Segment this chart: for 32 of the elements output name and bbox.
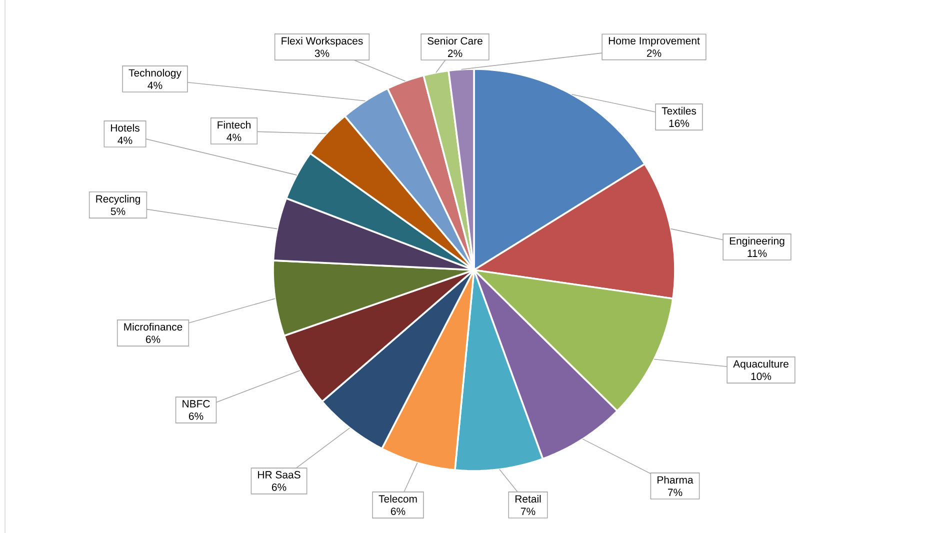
data-label: 3% [314,50,330,58]
data-label: 4% [226,134,242,142]
slice-label: Senior Care [428,36,482,45]
data-label: 7% [520,508,536,516]
data-label: 2% [646,49,662,57]
data-label: 11% [748,250,767,258]
data-label: 7% [668,488,682,496]
slice-label: NBFC [182,400,210,408]
slice-label: Retail [516,494,541,503]
data-label: 6% [146,336,160,344]
slice-label: Aquaculture [733,360,788,370]
data-label: 6% [188,412,204,420]
slice-label: Recycling [96,194,140,205]
data-label: 4% [148,82,162,90]
data-label: 5% [110,208,126,216]
slice-label: Flexi Workspaces [282,36,363,47]
slice-label: Pharma [658,476,694,484]
slice-label: Fintech [218,120,250,129]
data-label: 6% [390,508,406,516]
data-label: 6% [272,484,286,491]
slice-label: Technology [128,68,182,79]
data-label: 2% [448,50,462,58]
slice-label: Hotels [111,124,140,132]
slice-label: Textiles [662,106,696,115]
data-label: 4% [118,136,132,144]
data-label: 10% [751,372,772,380]
slice-label: Home Improvement [608,37,700,46]
slice-label: HR SaaS [258,471,300,478]
slice-label: Engineering [730,236,784,247]
slice-label: Telecom [378,494,417,503]
slice-label: Microfinance [124,322,182,331]
data-label: 16% [669,120,690,128]
